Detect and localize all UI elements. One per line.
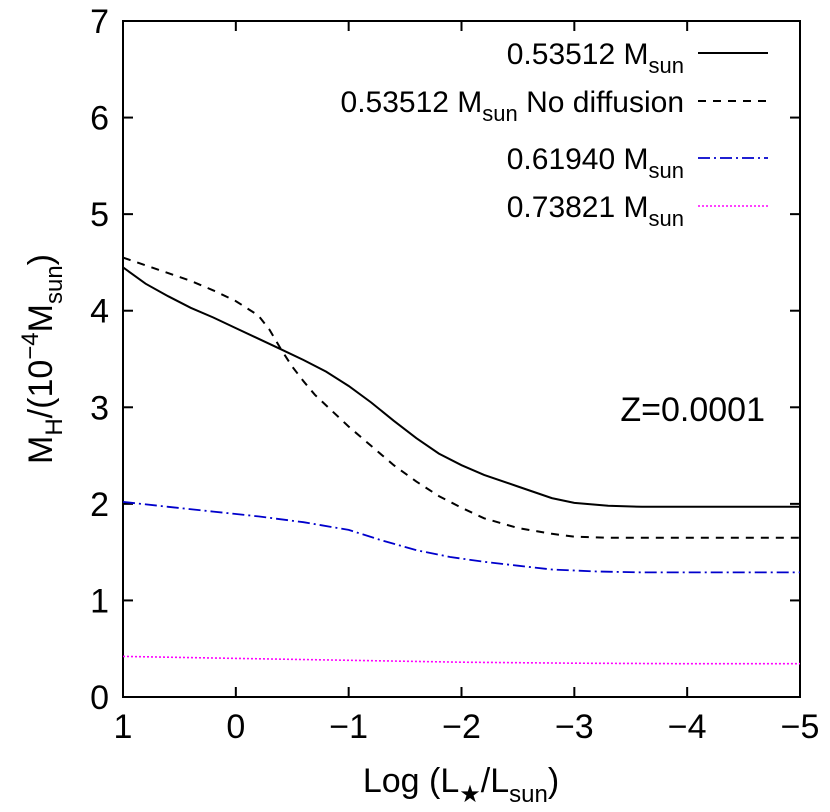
y-tick-label: 6	[90, 100, 109, 138]
ticks	[122, 20, 801, 698]
legend-label-4: 0.73821 Msun	[507, 191, 684, 231]
y-tick-label: 4	[90, 293, 109, 331]
y-tick-label: 1	[90, 582, 109, 620]
legend-label-2: 0.53512 Msun No diffusion	[341, 86, 684, 126]
y-tick-label: 2	[90, 486, 109, 524]
x-axis-title: Log (L★/Lsun)	[363, 762, 559, 808]
legend-label-3: 0.61940 Msun	[507, 143, 684, 183]
y-tick-label: 3	[90, 389, 109, 427]
series-line-4	[122, 655, 800, 665]
legend: 0.53512 Msun 0.53512 Msun No diffusion 0.6…	[341, 38, 768, 231]
x-tick-label: 0	[226, 708, 245, 746]
legend-label-1: 0.53512 Msun	[507, 38, 684, 78]
series-line-3	[122, 501, 800, 574]
series-line-1	[122, 266, 800, 508]
x-tick-label: −5	[781, 708, 820, 746]
x-tick-label: −4	[668, 708, 707, 746]
x-tick-label: −3	[555, 708, 594, 746]
x-tick-label: −1	[329, 708, 368, 746]
x-tick-label: 1	[114, 708, 133, 746]
y-tick-label: 0	[90, 679, 109, 717]
y-tick-label: 5	[90, 196, 109, 234]
series-line-2	[122, 256, 800, 539]
plot-frame	[122, 20, 801, 698]
y-tick-label: 7	[90, 3, 109, 41]
annotation-z: Z=0.0001	[620, 391, 765, 429]
y-axis-title: MH/(10−4Msun)	[17, 254, 68, 464]
x-tick-label: −2	[442, 708, 481, 746]
series-lines	[122, 256, 800, 665]
